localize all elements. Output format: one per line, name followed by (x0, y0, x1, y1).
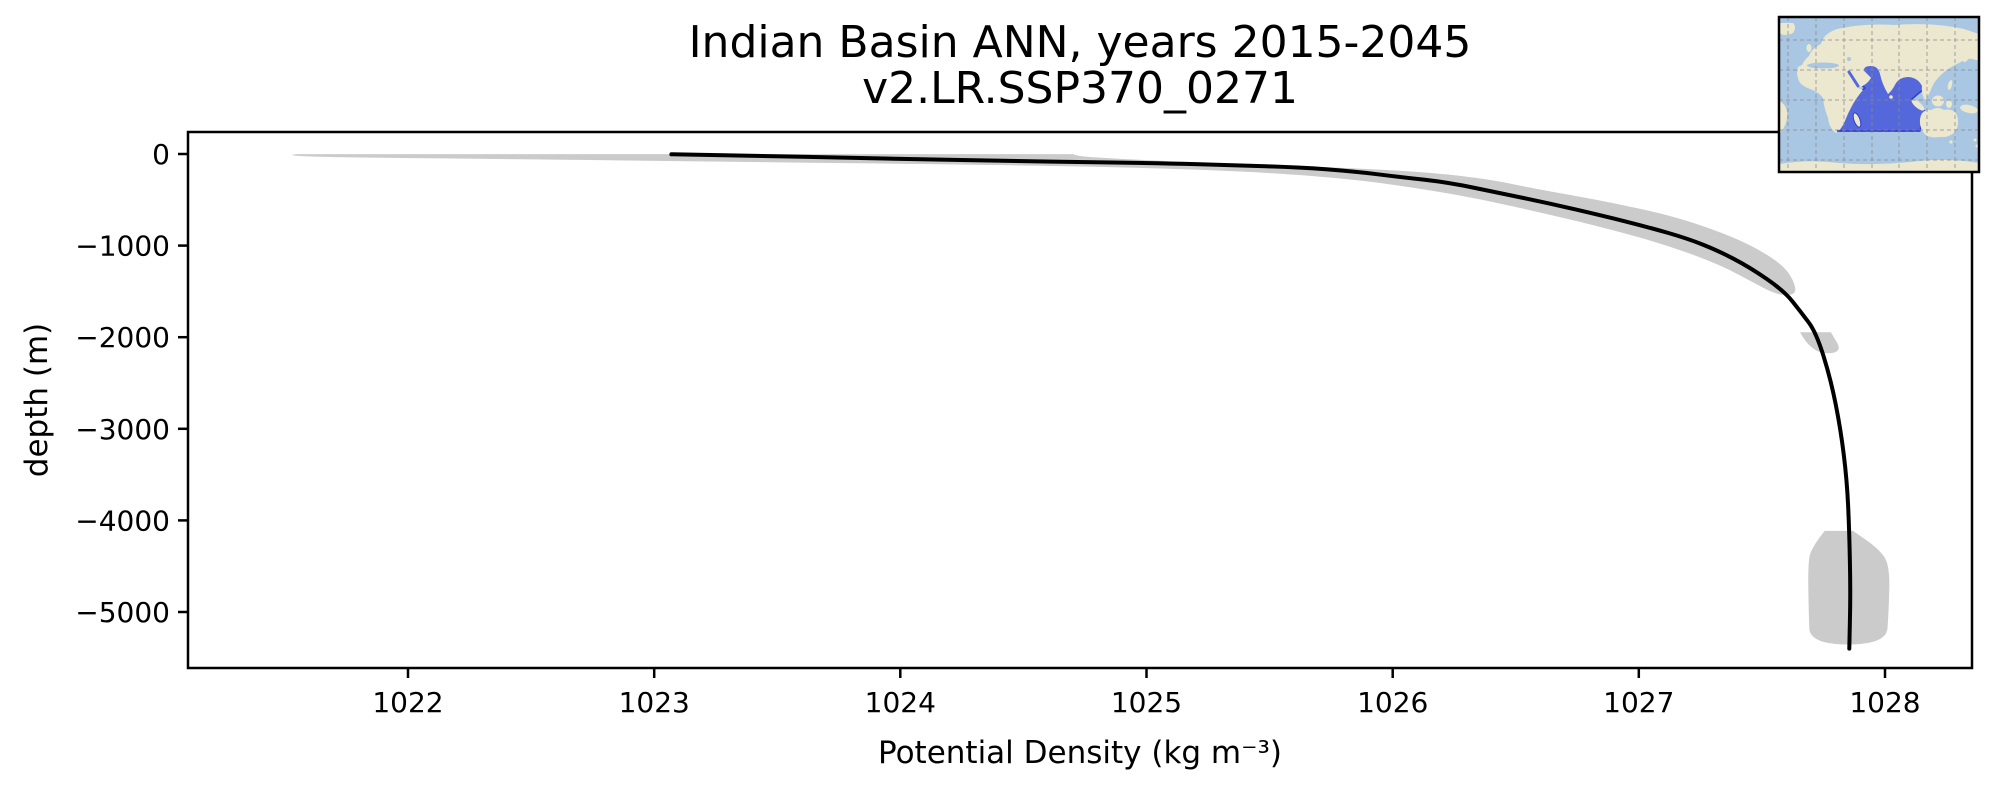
y-tick-label: −4000 (75, 504, 170, 537)
x-tick-label: 1025 (1111, 686, 1182, 719)
y-axis: 0 −1000 −2000 −3000 −4000 −5000 (75, 138, 188, 629)
map-graticule (1779, 17, 1979, 172)
plot-frame (186, 130, 1974, 670)
y-tick-label: −5000 (75, 596, 170, 629)
inset-border (1777, 15, 1981, 174)
map-black-sea (1847, 57, 1851, 61)
chart-subtitle: v2.LR.SSP370_0271 (862, 63, 1298, 114)
chart-title: Indian Basin ANN, years 2015-2045 (689, 17, 1472, 68)
uncertainty-band-upper-ocean (291, 154, 1796, 296)
x-tick-label: 1022 (372, 686, 443, 719)
map-land (1779, 23, 1979, 172)
x-tick-label: 1026 (1357, 686, 1428, 719)
y-tick-label: −3000 (75, 413, 170, 446)
x-tick-label: 1023 (619, 686, 690, 719)
x-tick-label: 1028 (1849, 686, 1920, 719)
y-tick-label: −1000 (75, 230, 170, 263)
map-persian-gulf (1863, 68, 1873, 78)
map-madagascar (1852, 112, 1862, 128)
x-axis-label: Potential Density (kg m⁻³) (878, 735, 1282, 771)
x-tick-label: 1024 (865, 686, 936, 719)
map-mediterranean (1807, 62, 1839, 69)
y-tick-label: 0 (152, 138, 170, 171)
inset-map (1777, 15, 1981, 174)
mean-profile-line (669, 152, 1853, 651)
y-axis-label: depth (m) (19, 323, 55, 477)
x-axis: 1022 1023 1024 1025 1026 1027 1028 (372, 668, 1921, 719)
y-tick-label: −2000 (75, 321, 170, 354)
x-tick-label: 1027 (1603, 686, 1674, 719)
map-red-sea (1847, 70, 1860, 88)
